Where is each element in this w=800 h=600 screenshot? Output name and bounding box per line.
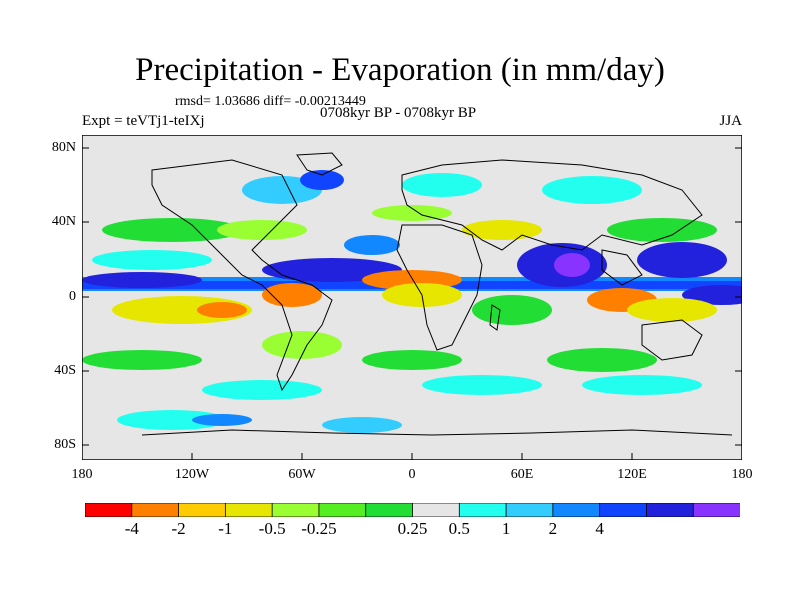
lon-tick-label: 180	[71, 467, 93, 482]
colorbar-swatch	[131, 503, 180, 517]
lat-tick-label: 80N	[51, 140, 76, 155]
colorbar-swatch	[271, 503, 320, 517]
colorbar	[85, 503, 740, 517]
world-map	[82, 135, 742, 460]
lon-tick-label: 120E	[617, 467, 647, 482]
colorbar-swatch	[365, 503, 414, 517]
lat-tick-label: 40N	[51, 214, 76, 229]
colorbar-label: -1	[218, 519, 233, 538]
plot-title: Precipitation - Evaporation (in mm/day)	[135, 52, 665, 88]
coastlines	[141, 152, 733, 436]
colorbar-swatch	[178, 503, 227, 517]
colorbar-label: 4	[595, 519, 604, 538]
lat-tick-label: 80S	[54, 437, 76, 452]
lat-tick-label: 40S	[54, 363, 76, 378]
colorbar-label: 0.25	[397, 519, 428, 538]
lon-tick-label: 180	[731, 467, 753, 482]
colorbar-swatch	[505, 503, 554, 517]
period-text: 0708kyr BP - 0708kyr BP	[320, 105, 477, 121]
lon-tick-label: 60E	[510, 467, 534, 482]
colorbar-swatch	[224, 503, 274, 517]
lon-tick-label: 0	[408, 467, 416, 482]
colorbar-label: 2	[548, 519, 558, 538]
colorbar-swatch	[412, 503, 461, 517]
colorbar-swatch	[692, 503, 740, 517]
lat-tick-label: 0	[69, 289, 76, 304]
colorbar-swatch	[85, 503, 133, 517]
colorbar-swatch	[599, 503, 648, 517]
season-label: JJA	[719, 113, 742, 129]
stats-text: rmsd= 1.03686 diff= -0.00213449	[175, 94, 366, 109]
lon-tick-label: 60W	[288, 467, 316, 482]
colorbar-swatch	[458, 503, 507, 517]
field-layer	[82, 170, 742, 433]
tick-marks	[82, 147, 742, 460]
lon-tick-label: 120W	[174, 467, 210, 482]
colorbar-swatch	[552, 503, 601, 517]
colorbar-label: 0.5	[448, 519, 470, 538]
colorbar-label: -4	[124, 519, 139, 538]
colorbar-label: -0.5	[258, 519, 286, 538]
colorbar-label: -2	[171, 519, 186, 538]
colorbar-swatch	[646, 503, 695, 517]
colorbar-label: 1	[501, 519, 511, 538]
experiment-label: Expt = teVTj1-teIXj	[82, 113, 205, 129]
colorbar-swatch	[318, 503, 367, 517]
colorbar-label: -0.25	[301, 519, 337, 538]
